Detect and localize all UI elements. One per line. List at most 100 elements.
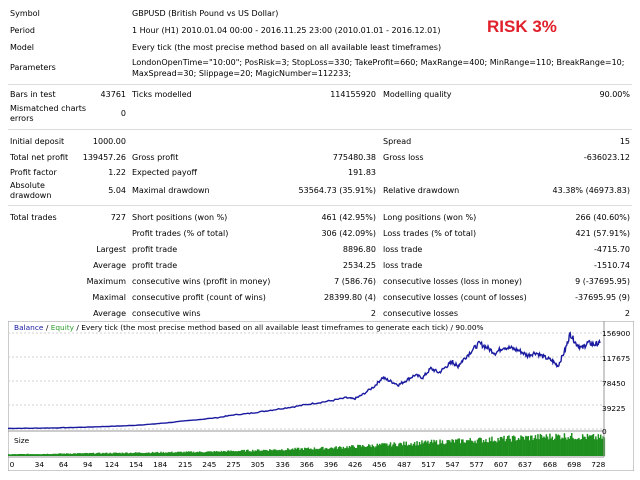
maximal-consecutive-loss-value: -37695.95 (9) — [575, 293, 630, 302]
size-bar — [484, 441, 486, 456]
size-bar — [213, 451, 215, 456]
size-bar — [343, 448, 346, 456]
parameters-line-2: MaxSpread=30; Slippage=20; MagicNumber=1… — [132, 69, 352, 78]
size-bar — [440, 443, 442, 456]
size-series-bars — [8, 433, 606, 456]
size-bar — [463, 442, 465, 456]
size-bar — [571, 433, 573, 456]
average-loss-trade-value: -1510.74 — [594, 261, 630, 270]
size-bar — [109, 452, 111, 456]
size-bar — [179, 451, 182, 456]
size-bar — [595, 436, 597, 456]
size-bar — [446, 440, 448, 456]
size-bar — [508, 435, 510, 456]
size-bar — [461, 439, 463, 456]
size-bar — [579, 439, 581, 456]
size-bar — [364, 447, 366, 456]
size-bar — [521, 436, 523, 456]
size-bar — [328, 449, 330, 456]
size-bar — [256, 449, 259, 456]
size-bar — [442, 443, 445, 456]
size-bar — [522, 436, 525, 456]
size-bar — [186, 451, 189, 456]
size-bar — [305, 448, 307, 456]
size-bar — [190, 451, 192, 456]
size-bar — [549, 433, 551, 456]
size-bar — [370, 447, 372, 456]
size-bar — [55, 453, 57, 456]
size-bar — [393, 442, 395, 456]
size-bar — [262, 449, 265, 456]
size-bar — [319, 448, 322, 456]
size-bar — [33, 454, 35, 456]
size-bar — [401, 445, 404, 456]
size-bar — [352, 445, 354, 456]
size-bar — [564, 437, 567, 456]
size-bar — [267, 450, 270, 456]
size-bar — [533, 438, 535, 456]
size-bar — [578, 437, 580, 456]
size-bar — [37, 454, 39, 456]
size-bar — [335, 446, 337, 456]
size-bar — [44, 454, 46, 456]
gross-profit-label: Gross profit — [132, 153, 179, 162]
size-bar — [568, 438, 571, 456]
size-bar — [417, 445, 419, 456]
x-tick-label: 517 — [421, 460, 436, 469]
size-bar — [400, 443, 403, 456]
size-bar — [573, 439, 575, 456]
size-bar — [192, 451, 195, 456]
size-bar — [50, 454, 52, 456]
size-bar — [488, 437, 491, 456]
size-bar — [391, 446, 393, 456]
size-bar — [248, 451, 250, 456]
net-profit-label: Total net profit — [10, 153, 69, 162]
size-bar — [151, 451, 154, 456]
size-bar — [450, 442, 452, 456]
size-bar — [532, 439, 534, 456]
size-bar — [69, 453, 72, 456]
size-bar — [397, 446, 399, 456]
size-bar — [482, 440, 485, 456]
size-bar — [464, 442, 467, 456]
size-bar — [178, 451, 180, 456]
profit-trades-value: 306 (42.09%) — [321, 229, 376, 238]
size-bar — [556, 435, 558, 456]
size-bar — [555, 433, 557, 456]
size-bar — [130, 452, 132, 456]
size-bar — [339, 446, 341, 456]
size-bar — [504, 441, 506, 456]
size-bar — [107, 453, 109, 456]
size-bar — [545, 434, 548, 456]
size-bar — [284, 450, 287, 456]
absolute-drawdown-label-2: drawdown — [10, 191, 52, 200]
size-bar — [299, 449, 301, 456]
expected-payoff-value: 191.83 — [348, 168, 376, 177]
avg-consecutive-wins-label: consecutive wins — [132, 309, 201, 318]
size-bar — [285, 449, 288, 456]
size-bar — [108, 453, 110, 456]
bars-label: Bars in test — [10, 90, 56, 99]
size-bar — [288, 449, 290, 456]
size-bar — [113, 452, 115, 456]
size-bar — [66, 453, 68, 456]
size-bar — [75, 453, 78, 456]
size-bar — [272, 449, 275, 456]
size-bar — [591, 434, 593, 456]
size-bar — [351, 445, 353, 456]
size-bar — [297, 447, 300, 456]
size-bar — [308, 449, 311, 456]
size-bar — [575, 439, 578, 456]
size-bar — [550, 438, 552, 456]
maximal-consecutive-profit-value: 28399.80 (4) — [323, 293, 376, 302]
average-profit-trade-value: 2534.25 — [342, 261, 376, 270]
size-bar — [503, 435, 505, 456]
y-tick-label: 117675 — [602, 354, 631, 363]
size-bar — [567, 437, 569, 456]
size-bar — [317, 449, 319, 456]
size-bar — [304, 447, 306, 456]
size-bar — [480, 438, 482, 456]
size-bar — [59, 453, 62, 456]
size-bar — [22, 454, 24, 456]
size-bar — [273, 449, 276, 456]
